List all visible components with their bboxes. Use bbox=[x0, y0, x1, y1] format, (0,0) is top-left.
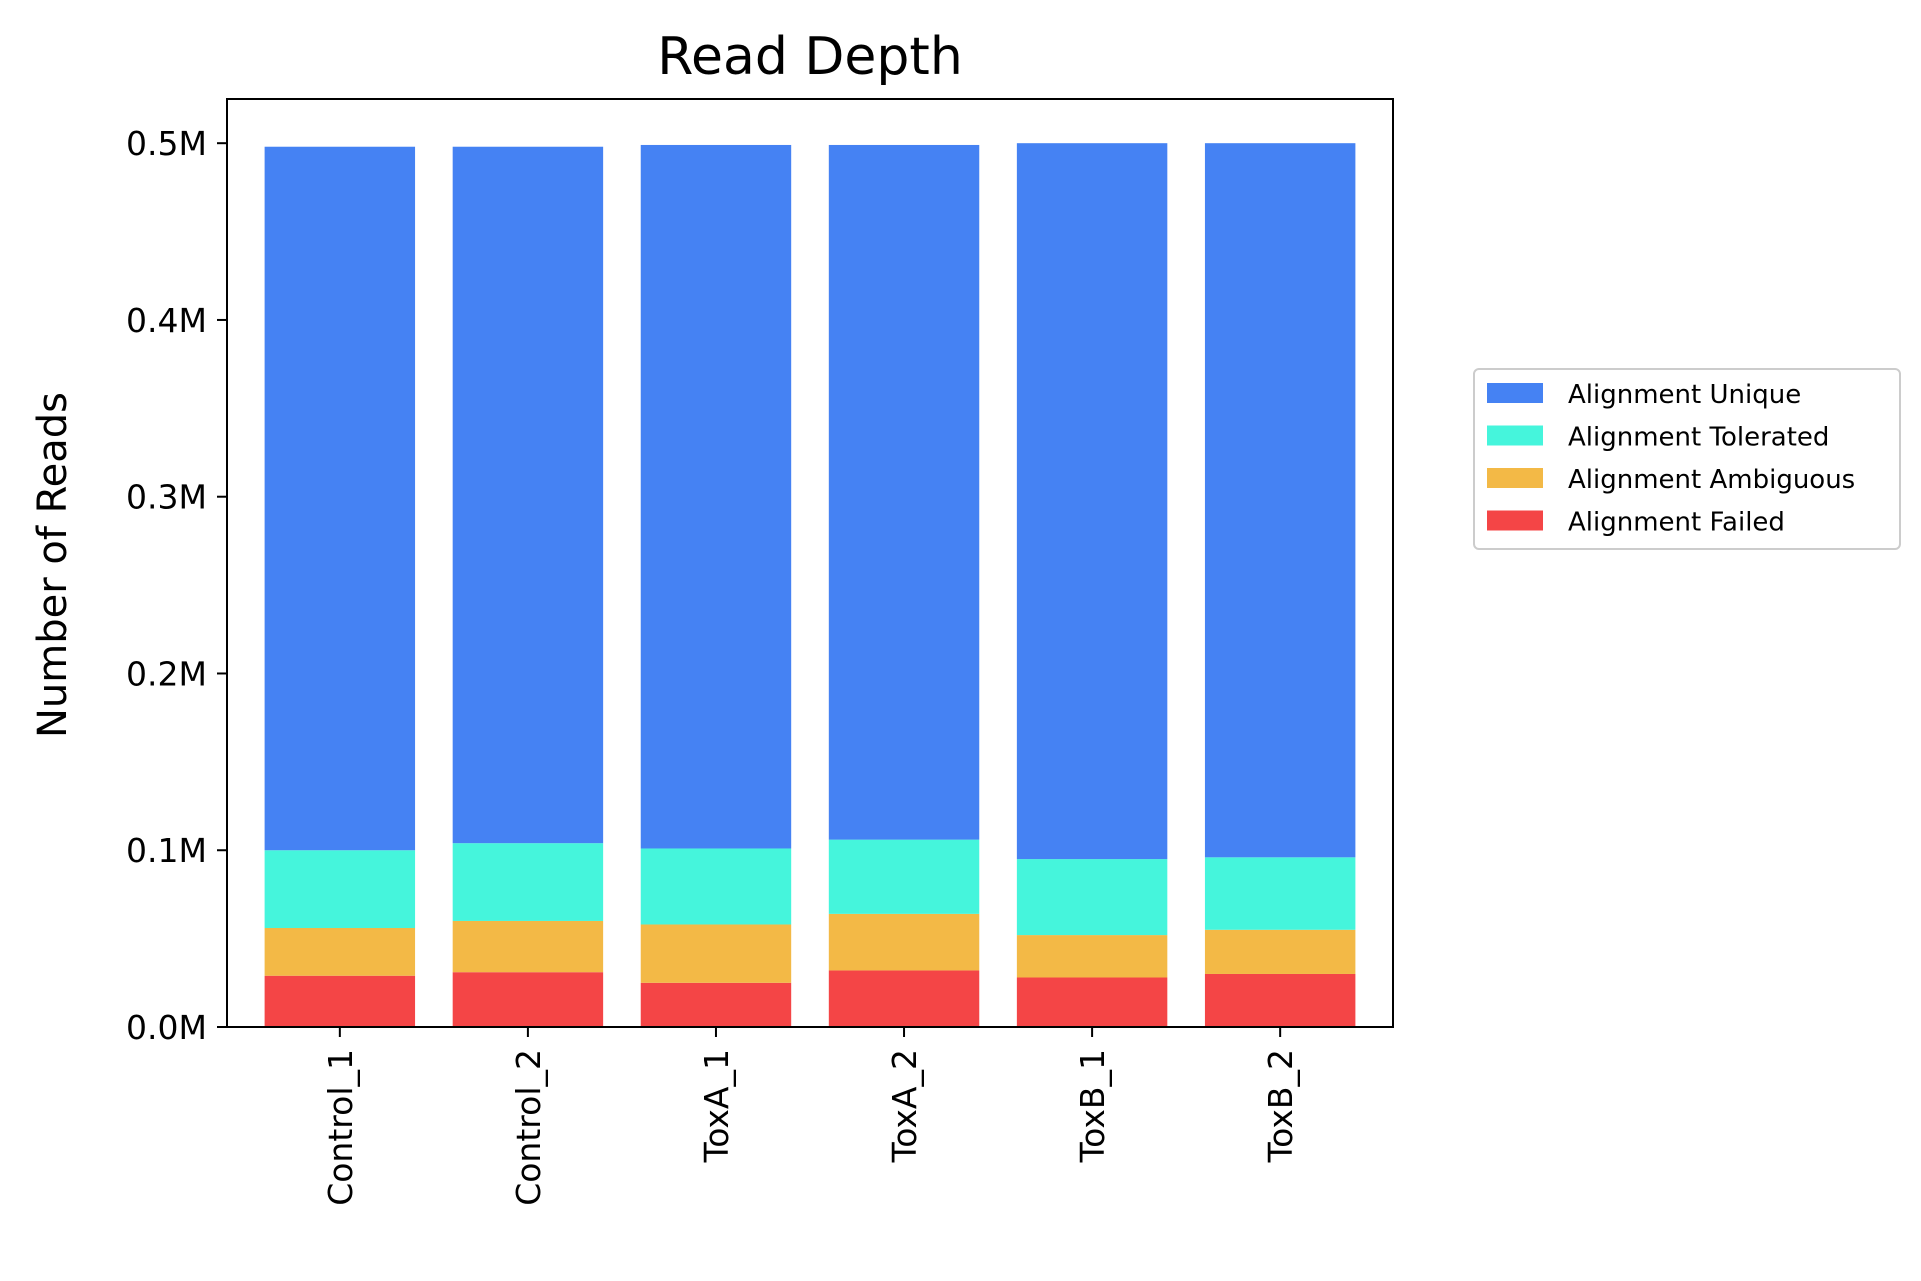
bar-segment bbox=[264, 850, 416, 929]
bar-segment bbox=[452, 146, 604, 844]
bar-segment bbox=[264, 146, 416, 851]
bar-segment bbox=[452, 920, 604, 973]
legend-swatch bbox=[1487, 468, 1543, 488]
bar-segment bbox=[828, 913, 980, 971]
bar-segment bbox=[640, 924, 792, 983]
y-axis-label: Number of Reads bbox=[30, 392, 76, 738]
bar-segment bbox=[640, 144, 792, 849]
y-tick-label: 0.3M bbox=[126, 478, 207, 517]
x-tick-label: Control_2 bbox=[509, 1049, 548, 1206]
bar-segment bbox=[264, 928, 416, 976]
x-axis: Control_1 Control_2 ToxA_1 ToxA_2 ToxB_1 ToxB… bbox=[321, 1027, 1300, 1206]
x-tick-label: ToxB_1 bbox=[1073, 1049, 1112, 1163]
y-tick-label: 0.0M bbox=[126, 1008, 207, 1047]
legend-swatch bbox=[1487, 510, 1543, 531]
bar-segment bbox=[1016, 977, 1168, 1027]
legend-swatch bbox=[1487, 383, 1543, 403]
bar-segment bbox=[640, 848, 792, 925]
bar-segment bbox=[1016, 859, 1168, 936]
legend-swatch bbox=[1487, 425, 1543, 446]
bar-segment bbox=[1016, 935, 1168, 978]
bar-segment bbox=[1204, 929, 1356, 974]
x-tick-label: ToxB_2 bbox=[1261, 1049, 1300, 1163]
bar-segment bbox=[828, 839, 980, 914]
bars-group bbox=[264, 143, 1356, 1027]
legend-label: Alignment Ambiguous bbox=[1568, 465, 1855, 495]
bar-segment bbox=[1016, 143, 1168, 860]
legend-label: Alignment Failed bbox=[1568, 508, 1785, 538]
plot-frame bbox=[226, 98, 1394, 1028]
bar-segment bbox=[1204, 857, 1356, 930]
legend-box bbox=[1473, 368, 1901, 550]
bar-segment bbox=[452, 972, 604, 1027]
bar-segment bbox=[828, 970, 980, 1027]
y-tick-label: 0.1M bbox=[126, 831, 207, 870]
bar-segment bbox=[828, 144, 980, 840]
bar-segment bbox=[452, 843, 604, 921]
chart-title: Read Depth bbox=[657, 27, 963, 87]
bar-segment bbox=[1204, 143, 1356, 858]
y-tick-label: 0.5M bbox=[126, 124, 207, 163]
bar-segment bbox=[640, 982, 792, 1027]
legend-label: Alignment Unique bbox=[1568, 380, 1801, 410]
bar-segment bbox=[1204, 973, 1356, 1027]
y-tick-label: 0.4M bbox=[126, 301, 207, 340]
x-tick-label: ToxA_1 bbox=[697, 1049, 736, 1163]
x-tick-label: ToxA_2 bbox=[885, 1049, 924, 1163]
bar-segment bbox=[264, 975, 416, 1027]
x-tick-label: Control_1 bbox=[321, 1049, 360, 1206]
y-axis: 0.0M 0.1M 0.2M 0.3M 0.4M 0.5M bbox=[126, 124, 227, 1047]
legend: Alignment Unique Alignment Tolerated Align… bbox=[1473, 368, 1901, 550]
legend-label: Alignment Tolerated bbox=[1568, 423, 1829, 453]
y-tick-label: 0.2M bbox=[126, 654, 207, 693]
